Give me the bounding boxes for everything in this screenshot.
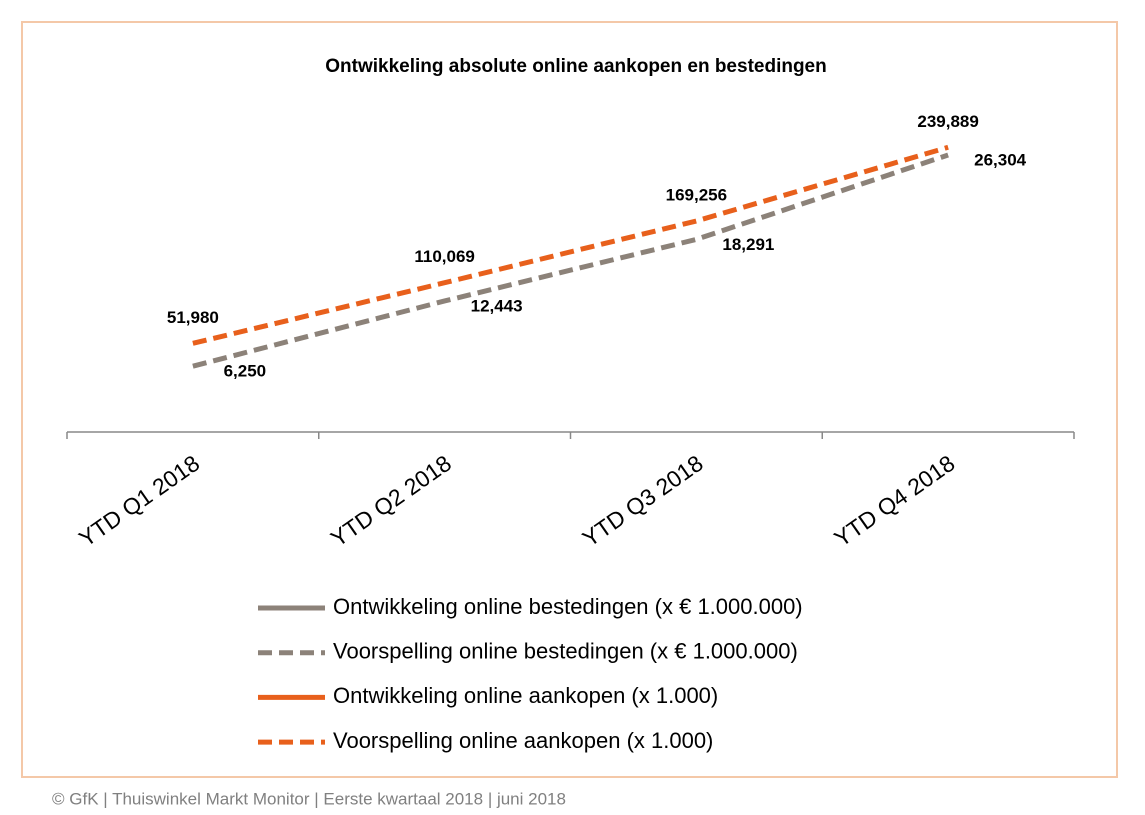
chart-border (21, 21, 1118, 778)
footer: © GfK | Thuiswinkel Markt Monitor | Eers… (52, 789, 566, 808)
series-line (192, 152, 949, 369)
series-line (192, 144, 949, 346)
data-label: 110,069 (414, 247, 475, 266)
legend-label: Ontwikkeling online aankopen (x 1.000) (333, 683, 718, 708)
data-label: 169,256 (666, 185, 727, 204)
x-tick-label: YTD Q4 2018 (829, 450, 959, 552)
data-label: 239,889 (917, 112, 978, 131)
data-label: 26,304 (974, 150, 1027, 169)
x-tick-label: YTD Q2 2018 (326, 450, 456, 552)
data-label: 51,980 (167, 308, 219, 327)
legend-label: Voorspelling online aankopen (x 1.000) (333, 728, 713, 753)
chart-title: Ontwikkeling absolute online aankopen en… (325, 56, 826, 77)
legend-label: Voorspelling online bestedingen (x € 1.0… (333, 639, 798, 664)
data-label: 12,443 (471, 296, 523, 315)
x-tick-label: YTD Q3 2018 (578, 450, 708, 552)
legend-label: Ontwikkeling online bestedingen (x € 1.0… (333, 594, 803, 619)
data-label: 6,250 (224, 362, 267, 381)
data-label: 18,291 (722, 235, 774, 254)
x-tick-label: YTD Q1 2018 (74, 450, 204, 552)
